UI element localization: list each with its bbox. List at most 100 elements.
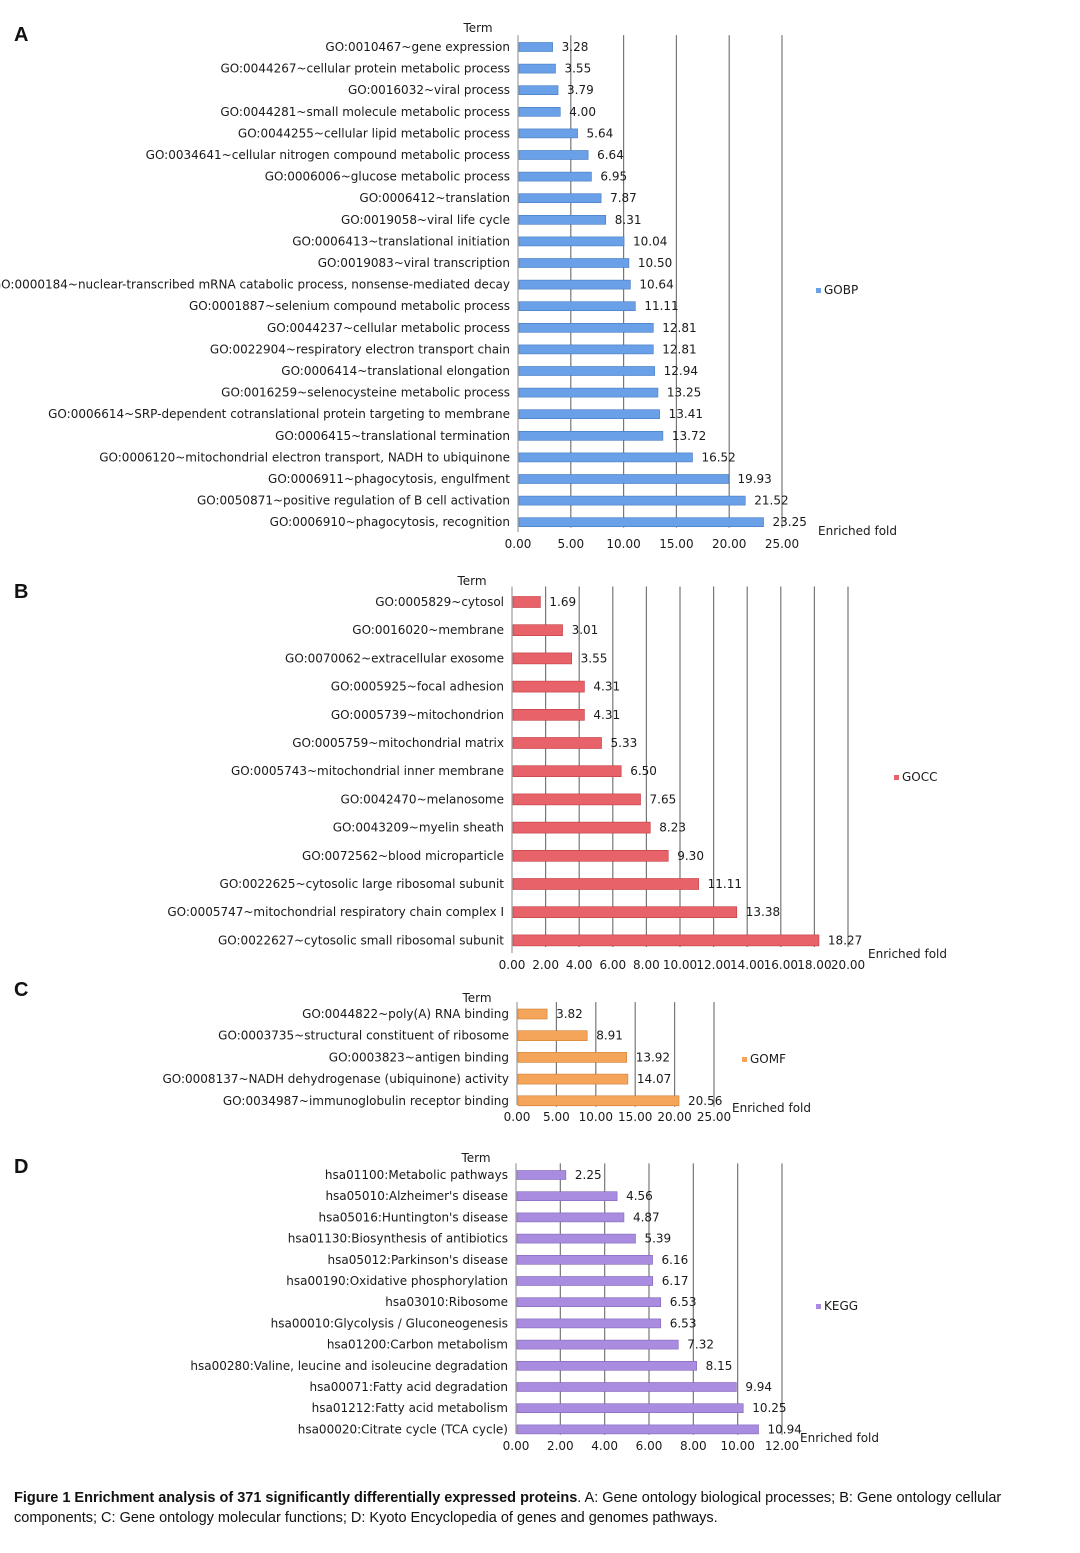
value-label: 13.72 (672, 429, 706, 443)
category-label: GO:0019083~viral transcription (318, 256, 510, 270)
bar (516, 1339, 679, 1350)
category-label: GO:0044237~cellular metabolic process (267, 321, 510, 335)
bar (512, 765, 622, 777)
bar (518, 301, 636, 312)
value-label: 4.87 (633, 1210, 660, 1224)
panel-letter-d: D (14, 1156, 29, 1178)
category-label: GO:0044267~cellular protein metabolic pr… (220, 62, 510, 76)
caption-title: Figure 1 Enrichment analysis of 371 sign… (14, 1490, 578, 1506)
category-label: GO:0006412~translation (359, 191, 510, 205)
category-label: GO:0008137~NADH dehydrogenase (ubiquinon… (162, 1072, 509, 1086)
bar (516, 1276, 654, 1286)
value-label: 16.52 (701, 450, 735, 464)
category-label: GO:0005759~mitochondrial matrix (292, 736, 504, 750)
bar (516, 1361, 697, 1371)
value-label: 6.64 (597, 148, 624, 162)
value-label: 4.31 (593, 680, 620, 694)
category-label: GO:0016020~membrane (352, 623, 504, 637)
bar (518, 452, 693, 463)
category-label: hsa01130:Biosynthesis of antibiotics (288, 1232, 508, 1246)
bar (518, 85, 559, 95)
x-tick-label: 15.00 (618, 1110, 652, 1124)
bar (517, 1030, 588, 1042)
value-label: 10.94 (768, 1422, 802, 1436)
bar (516, 1297, 662, 1307)
value-label: 8.91 (596, 1029, 623, 1043)
bar (516, 1233, 636, 1244)
category-label: GO:0005743~mitochondrial inner membrane (231, 764, 504, 778)
value-label: 10.64 (639, 278, 673, 292)
category-label: GO:0016032~viral process (348, 83, 510, 97)
value-label: 6.53 (670, 1295, 697, 1309)
bar (518, 150, 589, 160)
bar (512, 624, 563, 637)
category-label: hsa05016:Huntington's disease (318, 1210, 508, 1224)
x-tick-label: 2.00 (532, 958, 559, 972)
value-label: 6.95 (600, 170, 627, 184)
category-label: GO:0044822~poly(A) RNA binding (302, 1007, 509, 1021)
x-tick-label: 6.00 (636, 1439, 663, 1453)
value-label: 8.23 (659, 821, 686, 835)
category-label: hsa03010:Ribosome (385, 1295, 508, 1309)
value-label: 9.30 (677, 849, 704, 863)
category-label: hsa05012:Parkinson's disease (328, 1253, 508, 1267)
value-label: 3.82 (556, 1007, 583, 1021)
value-label: 6.17 (662, 1274, 689, 1288)
category-label: GO:0072562~blood microparticle (302, 849, 504, 863)
value-label: 3.79 (567, 83, 594, 97)
value-label: 4.31 (593, 708, 620, 722)
caption-text: . A: Gene ontology biological processes;… (14, 1490, 1002, 1526)
category-label: hsa00020:Citrate cycle (TCA cycle) (298, 1422, 508, 1436)
value-label: 10.04 (633, 234, 667, 248)
figure-caption: Figure 1 Enrichment analysis of 371 sign… (14, 1488, 1064, 1528)
bar (517, 1052, 627, 1063)
bar (512, 793, 641, 806)
x-tick-label: 16.00 (764, 958, 798, 972)
bar (518, 409, 660, 420)
category-label: GO:0022625~cytosolic large ribosomal sub… (220, 877, 505, 891)
bar (512, 596, 541, 608)
x-tick-label: 8.00 (633, 958, 660, 972)
value-label: 6.50 (630, 764, 657, 778)
category-label: GO:0006120~mitochondrial electron transp… (99, 450, 510, 464)
category-label: GO:0016259~selenocysteine metabolic proc… (221, 386, 510, 400)
value-label: 1.69 (549, 595, 576, 609)
x-tick-label: 0.00 (499, 958, 526, 972)
bar (516, 1318, 662, 1329)
x-tick-label: 0.00 (505, 537, 532, 551)
category-label: GO:0006414~translational elongation (281, 364, 510, 378)
legend-label: KEGG (824, 1299, 858, 1313)
value-label: 5.64 (587, 126, 614, 140)
chart-gocc: GO:0005829~cytosol 1.69 GO:0016020~membran… (167, 574, 947, 972)
category-label: hsa00071:Fatty acid degradation (310, 1380, 509, 1394)
category-label: hsa01212:Fatty acid metabolism (312, 1401, 508, 1415)
legend-label: GOMF (750, 1052, 786, 1066)
value-label: 12.81 (662, 342, 696, 356)
category-label: GO:0044255~cellular lipid metabolic proc… (238, 126, 510, 140)
bar (518, 42, 553, 52)
bar (517, 1008, 548, 1020)
x-tick-label: 10.00 (579, 1110, 613, 1124)
value-label: 5.39 (644, 1232, 671, 1246)
x-tick-label: 18.00 (797, 958, 831, 972)
category-label: GO:0000184~nuclear-transcribed mRNA cata… (0, 278, 510, 292)
value-label: 21.52 (754, 494, 788, 508)
value-label: 7.65 (650, 792, 677, 806)
value-label: 13.38 (746, 905, 780, 919)
x-tick-label: 20.00 (831, 958, 865, 972)
category-label: GO:0005747~mitochondrial respiratory cha… (167, 905, 504, 919)
bar (516, 1424, 759, 1435)
value-label: 4.00 (569, 105, 596, 119)
x-axis-label: Enriched fold (732, 1101, 811, 1115)
category-label: GO:0022627~cytosolic small ribosomal sub… (218, 933, 504, 947)
bar (518, 236, 625, 247)
x-tick-label: 10.00 (663, 958, 697, 972)
category-label: GO:0019058~viral life cycle (341, 213, 510, 227)
value-label: 7.87 (610, 191, 637, 205)
bar (518, 193, 602, 203)
bar (518, 279, 631, 290)
category-label: GO:0010467~gene expression (325, 40, 510, 54)
value-label: 8.31 (615, 213, 642, 227)
category-label: GO:0006413~translational initiation (292, 234, 510, 248)
x-tick-label: 4.00 (591, 1439, 618, 1453)
